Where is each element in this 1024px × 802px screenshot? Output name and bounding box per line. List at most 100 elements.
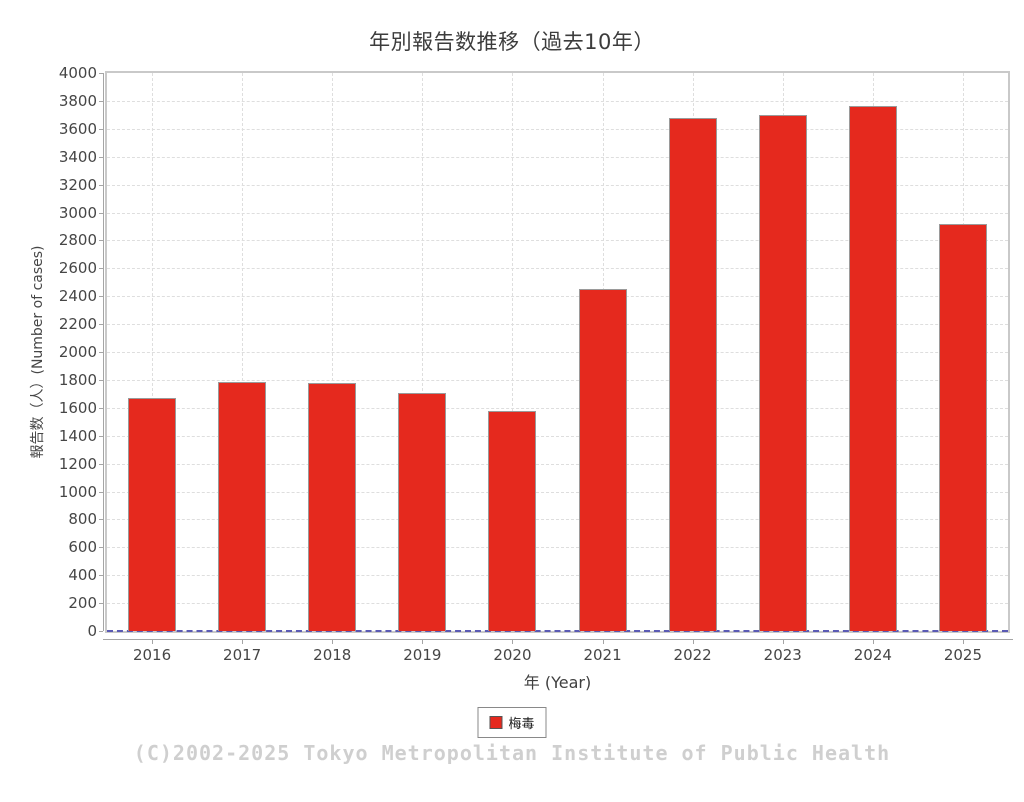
bar-2020 (488, 410, 537, 631)
h-gridline (107, 463, 1008, 465)
y-tick-label: 2800 (58, 231, 97, 250)
y-tick-mark (99, 128, 103, 130)
x-tick-mark (242, 640, 244, 644)
x-axis-title: 年 (Year) (523, 673, 592, 692)
h-gridline (107, 156, 1008, 158)
y-tick-label: 3600 (58, 119, 97, 138)
h-gridline (107, 491, 1008, 493)
y-tick-label: 1000 (58, 482, 97, 501)
x-tick-label: 2016 (132, 646, 172, 664)
x-tick-mark (962, 640, 964, 644)
bar-column-2020 (467, 73, 557, 631)
x-tick-mark (782, 640, 784, 644)
y-tick-mark (99, 268, 103, 270)
y-axis-tick-labels: 0 200 400 600 800 1000 1200 1400 1600 1800 2000 220… (0, 0, 97, 802)
y-tick-label: 600 (68, 538, 97, 557)
bar-column-2023 (738, 73, 828, 631)
v-gridline (512, 73, 514, 631)
legend-swatch (489, 716, 503, 729)
y-tick-mark (99, 407, 103, 409)
y-tick-label: 1800 (58, 370, 97, 389)
y-tick-label: 2000 (58, 343, 97, 361)
bar-2021 (578, 288, 627, 631)
y-tick-mark (99, 212, 103, 214)
x-tick-label: 2024 (853, 646, 892, 664)
bar-column-2021 (557, 73, 647, 631)
h-gridline (107, 407, 1008, 409)
y-tick-mark (99, 519, 103, 521)
x-tick-mark (512, 640, 514, 644)
v-gridline (242, 73, 244, 631)
y-tick-mark (99, 100, 103, 102)
y-tick-mark (99, 603, 103, 605)
bar-column-2018 (287, 73, 377, 631)
bars-container (107, 73, 1008, 631)
y-tick-label: 2200 (58, 315, 97, 334)
y-tick-label: 3200 (58, 175, 97, 194)
y-tick-mark (99, 73, 103, 74)
y-tick-label: 3400 (58, 147, 97, 166)
h-gridline (107, 212, 1008, 214)
x-tick-label: 2023 (763, 646, 802, 664)
bar-2022 (668, 118, 717, 631)
x-tick-mark (692, 640, 694, 644)
plot-area (105, 71, 1010, 633)
y-tick-label: 200 (68, 594, 97, 613)
y-tick-mark (99, 352, 103, 353)
x-tick-label: 2020 (493, 646, 532, 664)
bar-2016 (128, 397, 177, 631)
y-tick-label: 3800 (58, 91, 97, 110)
y-axis-line (103, 73, 104, 631)
v-gridline (422, 73, 424, 631)
bar-column-2016 (107, 73, 197, 631)
h-gridline (107, 547, 1008, 549)
x-tick-label: 2025 (943, 646, 983, 664)
y-tick-label: 0 (87, 622, 97, 640)
y-tick-label: 1600 (58, 398, 97, 417)
y-tick-mark (99, 547, 103, 549)
bar-column-2017 (197, 73, 287, 631)
zero-baseline (107, 630, 1008, 632)
bar-column-2025 (918, 73, 1008, 631)
bar-2025 (938, 223, 987, 631)
y-tick-mark (99, 575, 103, 577)
y-tick-label: 1200 (58, 454, 97, 473)
legend-box: 梅毒 (477, 707, 547, 738)
y-tick-mark (99, 631, 103, 632)
x-tick-mark (872, 640, 874, 644)
x-tick-label: 2019 (403, 646, 442, 664)
y-tick-mark (99, 463, 103, 465)
y-tick-mark (99, 156, 103, 158)
x-tick-label: 2017 (223, 646, 262, 664)
y-tick-mark (99, 435, 103, 437)
bar-2019 (398, 393, 447, 631)
bar-2018 (308, 383, 357, 631)
y-tick-label: 2400 (58, 287, 97, 306)
h-gridline (107, 128, 1008, 130)
x-tick-label: 2021 (583, 646, 622, 664)
h-gridline (107, 296, 1008, 298)
legend-label: 梅毒 (508, 717, 535, 732)
bar-2017 (218, 381, 267, 631)
x-tick-mark (152, 640, 154, 644)
y-tick-mark (99, 296, 103, 298)
chart-title: 年別報告数推移（過去10年） (369, 30, 655, 54)
y-tick-label: 800 (68, 510, 97, 529)
bar-column-2024 (828, 73, 918, 631)
x-tick-mark (422, 640, 424, 644)
x-axis-line (103, 639, 1013, 640)
x-tick-label: 2018 (313, 646, 352, 664)
h-gridline (107, 435, 1008, 437)
h-gridline (107, 184, 1008, 186)
bar-column-2022 (648, 73, 738, 631)
x-tick-mark (602, 640, 604, 644)
y-tick-label: 1400 (58, 426, 97, 445)
h-gridline (107, 240, 1008, 242)
y-tick-mark (99, 184, 103, 186)
bar-2023 (758, 114, 807, 631)
h-gridline (107, 352, 1008, 353)
y-tick-label: 4000 (58, 64, 97, 82)
x-tick-mark (332, 640, 334, 644)
y-tick-mark (99, 491, 103, 493)
